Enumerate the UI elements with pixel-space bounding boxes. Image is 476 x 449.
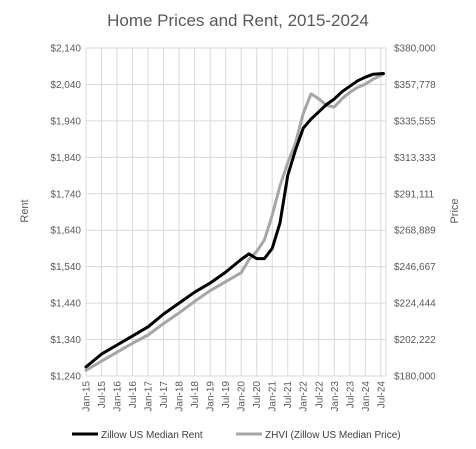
left-axis-tick-labels: $1,240 $1,340 $1,440 $1,540 $1,640 $1,740 $1,8… bbox=[50, 44, 81, 383]
x-tick-label: Jul-15 bbox=[97, 381, 108, 409]
right-tick-label: $313,333 bbox=[394, 153, 436, 164]
x-tick-label: Jan-18 bbox=[175, 381, 186, 412]
series-line-rent bbox=[84, 72, 385, 369]
right-axis-tick-labels: $180,000 $202,222 $224,444 $246,667 $268,889… bbox=[394, 44, 436, 383]
x-axis-tick-labels: Jan-15 Jul-15 Jan-16 Jul-16 Jan-17 Jul-17 Jan-… bbox=[82, 381, 388, 412]
x-tick-label: Jan-17 bbox=[144, 381, 155, 412]
legend-label-rent: Zillow US Median Rent bbox=[101, 430, 203, 441]
x-tick-label: Jan-19 bbox=[206, 381, 217, 412]
chart-title: Home Prices and Rent, 2015-2024 bbox=[107, 11, 369, 30]
left-tick-label: $2,040 bbox=[50, 80, 81, 91]
left-tick-label: $1,240 bbox=[50, 372, 81, 383]
right-tick-label: $291,111 bbox=[394, 189, 435, 200]
x-tick-label: Jul-20 bbox=[252, 381, 263, 409]
vertical-gridlines bbox=[85, 48, 387, 376]
left-tick-label: $1,740 bbox=[50, 189, 81, 200]
x-tick-label: Jul-16 bbox=[128, 381, 139, 409]
x-tick-label: Jul-18 bbox=[190, 381, 201, 409]
x-tick-label: Jul-19 bbox=[221, 381, 232, 409]
right-tick-label: $268,889 bbox=[394, 226, 436, 237]
x-tick-label: Jan-23 bbox=[330, 381, 341, 412]
x-tick-label: Jul-22 bbox=[314, 381, 325, 409]
left-tick-label: $1,840 bbox=[50, 153, 81, 164]
right-tick-label: $202,222 bbox=[394, 335, 436, 346]
left-tick-label: $1,340 bbox=[50, 335, 81, 346]
left-tick-label: $1,640 bbox=[50, 226, 81, 237]
right-tick-label: $380,000 bbox=[394, 44, 436, 55]
x-tick-label: Jul-17 bbox=[159, 381, 170, 409]
x-tick-label: Jan-20 bbox=[237, 381, 248, 412]
x-tick-label: Jul-21 bbox=[283, 381, 294, 409]
series-layer bbox=[84, 72, 385, 372]
x-tick-label: Jan-24 bbox=[361, 381, 372, 412]
x-tick-label: Jan-15 bbox=[82, 381, 93, 412]
x-tick-label: Jan-21 bbox=[268, 381, 279, 412]
right-tick-label: $357,778 bbox=[394, 80, 436, 91]
left-tick-label: $1,440 bbox=[50, 299, 81, 310]
left-tick-label: $2,140 bbox=[50, 44, 81, 55]
right-tick-label: $335,555 bbox=[394, 116, 436, 127]
x-tick-label: Jul-24 bbox=[376, 381, 387, 409]
right-tick-label: $246,667 bbox=[394, 262, 436, 273]
left-tick-label: $1,940 bbox=[50, 116, 81, 127]
x-tick-label: Jan-22 bbox=[299, 381, 310, 412]
series-line-price bbox=[84, 72, 385, 372]
right-tick-label: $180,000 bbox=[394, 372, 436, 383]
legend: Zillow US Median Rent ZHVI (Zillow US Me… bbox=[72, 430, 401, 441]
left-tick-label: $1,540 bbox=[50, 262, 81, 273]
legend-label-price: ZHVI (Zillow US Median Price) bbox=[265, 430, 401, 441]
left-axis-title: Rent bbox=[19, 199, 31, 222]
right-tick-label: $224,444 bbox=[394, 299, 436, 310]
right-axis-title: Price bbox=[449, 198, 461, 223]
horizontal-gridlines bbox=[86, 47, 386, 377]
x-tick-label: Jul-23 bbox=[345, 381, 356, 409]
x-tick-label: Jan-16 bbox=[113, 381, 124, 412]
